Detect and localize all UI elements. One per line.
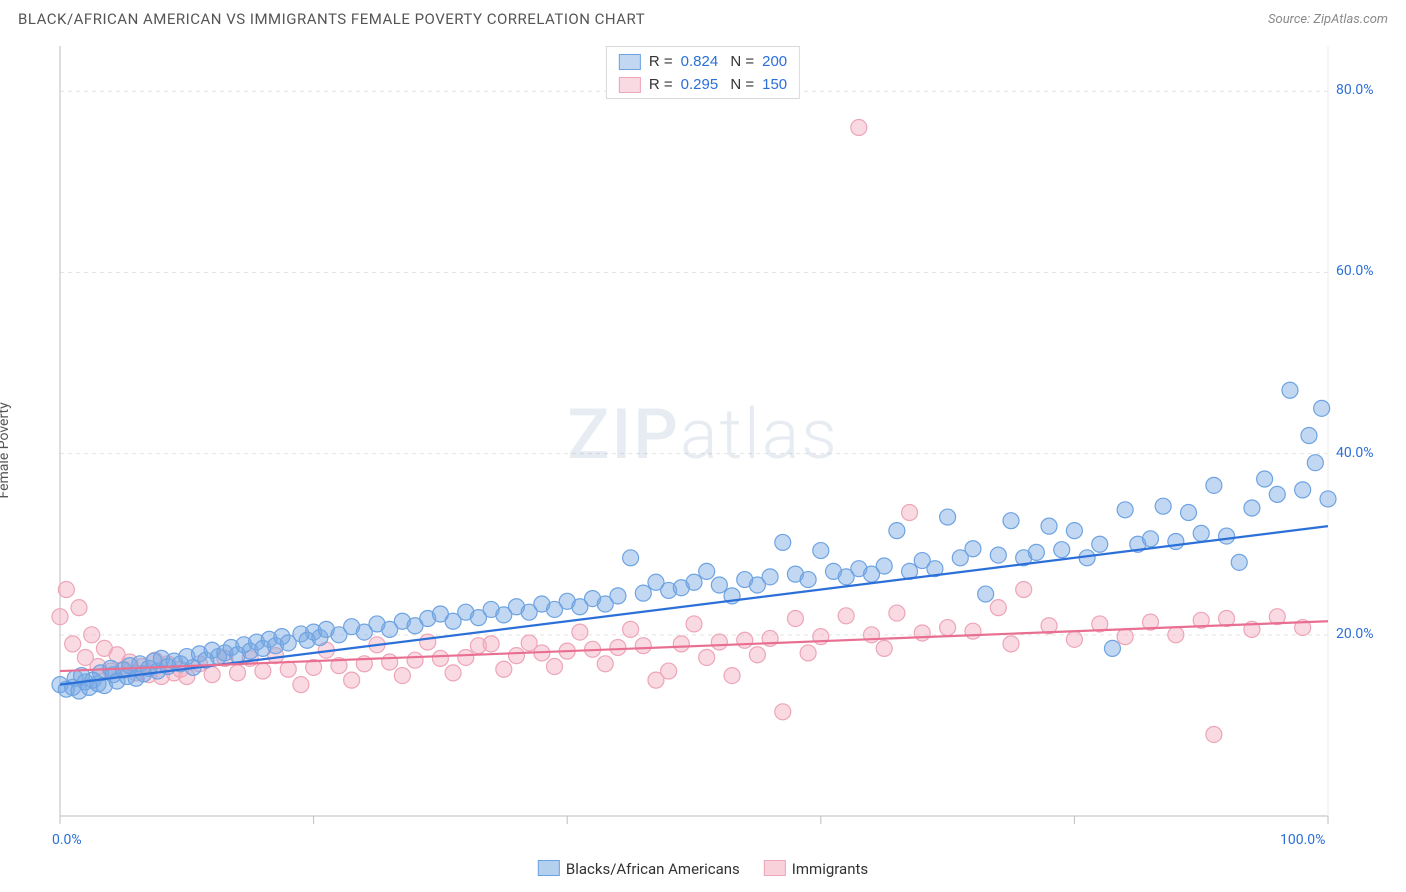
y-axis-label: Female Poverty (0, 402, 12, 498)
legend-row-series1: R =0.824 N =200 (619, 51, 787, 74)
chart-area: Female Poverty ZIPatlas R =0.824 N =200 … (18, 40, 1388, 880)
y-tick-label: 40.0% (1336, 445, 1374, 461)
legend-item-series1: Blacks/African Americans (538, 860, 740, 878)
legend-swatch-series2 (619, 77, 641, 93)
legend-row-series2: R =0.295 N =150 (619, 74, 787, 97)
source-attribution: Source: ZipAtlas.com (1268, 12, 1388, 27)
scatter-chart (18, 40, 1388, 880)
legend-swatch-series1 (619, 54, 641, 70)
legend-item-series2: Immigrants (764, 860, 868, 878)
y-tick-label: 20.0% (1336, 626, 1374, 642)
correlation-legend: R =0.824 N =200 R =0.295 N =150 (606, 46, 800, 99)
x-tick-label: 100.0% (1280, 832, 1325, 848)
y-tick-label: 80.0% (1336, 82, 1374, 98)
y-tick-label: 60.0% (1336, 263, 1374, 279)
x-tick-label: 0.0% (52, 832, 82, 848)
chart-title: BLACK/AFRICAN AMERICAN VS IMMIGRANTS FEM… (18, 10, 645, 28)
series-legend: Blacks/African Americans Immigrants (538, 860, 868, 878)
